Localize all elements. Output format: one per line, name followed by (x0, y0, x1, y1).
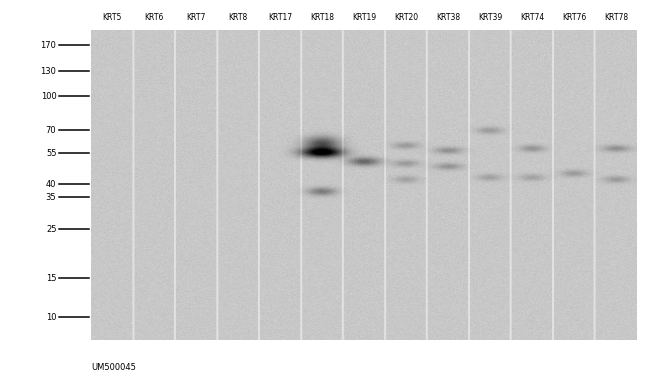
Text: 170: 170 (40, 41, 57, 50)
Text: KRT6: KRT6 (144, 13, 164, 22)
Text: 10: 10 (46, 313, 57, 322)
Text: KRT74: KRT74 (520, 13, 544, 22)
Text: KRT20: KRT20 (394, 13, 418, 22)
Text: KRT38: KRT38 (436, 13, 460, 22)
Text: KRT18: KRT18 (310, 13, 334, 22)
Text: 40: 40 (46, 180, 57, 189)
Text: 25: 25 (46, 225, 57, 234)
Text: KRT8: KRT8 (228, 13, 248, 22)
Text: 35: 35 (46, 193, 57, 202)
Text: KRT7: KRT7 (187, 13, 205, 22)
Text: KRT5: KRT5 (102, 13, 122, 22)
Text: 130: 130 (40, 67, 57, 76)
Text: KRT76: KRT76 (562, 13, 586, 22)
Text: 15: 15 (46, 274, 57, 283)
Text: KRT39: KRT39 (478, 13, 502, 22)
Text: KRT17: KRT17 (268, 13, 292, 22)
Text: 70: 70 (46, 126, 57, 135)
Text: UM500045: UM500045 (91, 363, 136, 372)
Text: KRT78: KRT78 (604, 13, 628, 22)
Text: KRT19: KRT19 (352, 13, 376, 22)
Text: 100: 100 (41, 92, 57, 101)
Text: 55: 55 (46, 149, 57, 158)
